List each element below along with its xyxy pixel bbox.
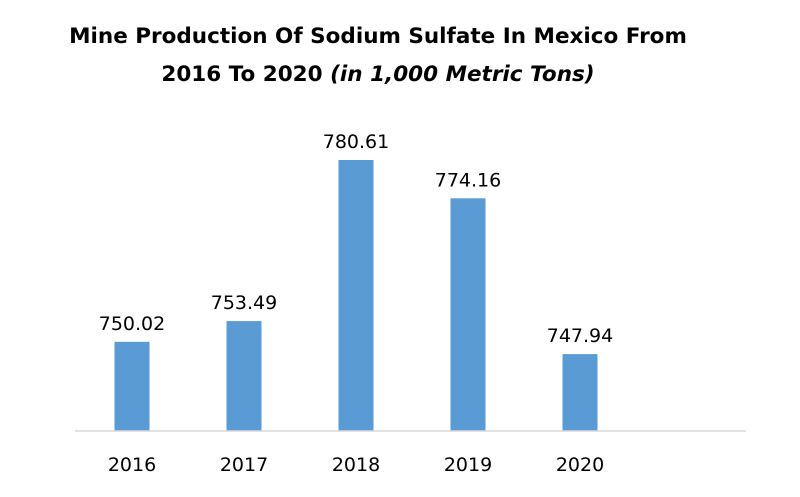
x-tick-label-2017: 2017 [220, 454, 268, 476]
chart-title-unit: (in 1,000 Metric Tons) [330, 62, 595, 87]
data-label-2017: 753.49 [211, 292, 277, 314]
x-tick-label-2016: 2016 [108, 454, 156, 476]
data-label-2016: 750.02 [99, 313, 165, 335]
bar-2018 [338, 160, 374, 431]
data-label-2020: 747.94 [547, 325, 613, 347]
x-tick-label-2019: 2019 [444, 454, 492, 476]
bar-2019 [450, 198, 486, 431]
bar-2017 [226, 321, 262, 431]
chart-title-line2: 2016 To 2020 (in 1,000 Metric Tons) [0, 56, 756, 94]
x-tick-label-2018: 2018 [332, 454, 380, 476]
data-label-2019: 774.16 [435, 169, 501, 191]
data-label-2018: 780.61 [323, 131, 389, 153]
chart-title-line1: Mine Production Of Sodium Sulfate In Mex… [69, 24, 687, 49]
chart-title: Mine Production Of Sodium Sulfate In Mex… [0, 18, 756, 94]
bars-group [114, 160, 598, 431]
x-tick-label-2020: 2020 [556, 454, 604, 476]
bar-2020 [562, 354, 598, 431]
bar-2016 [114, 341, 150, 431]
chart-title-years: 2016 To 2020 [161, 62, 323, 87]
x-tick-labels-group: 2016 2017 2018 2019 2020 [108, 454, 604, 476]
data-labels-group: 750.02 753.49 780.61 774.16 747.94 [99, 131, 613, 347]
